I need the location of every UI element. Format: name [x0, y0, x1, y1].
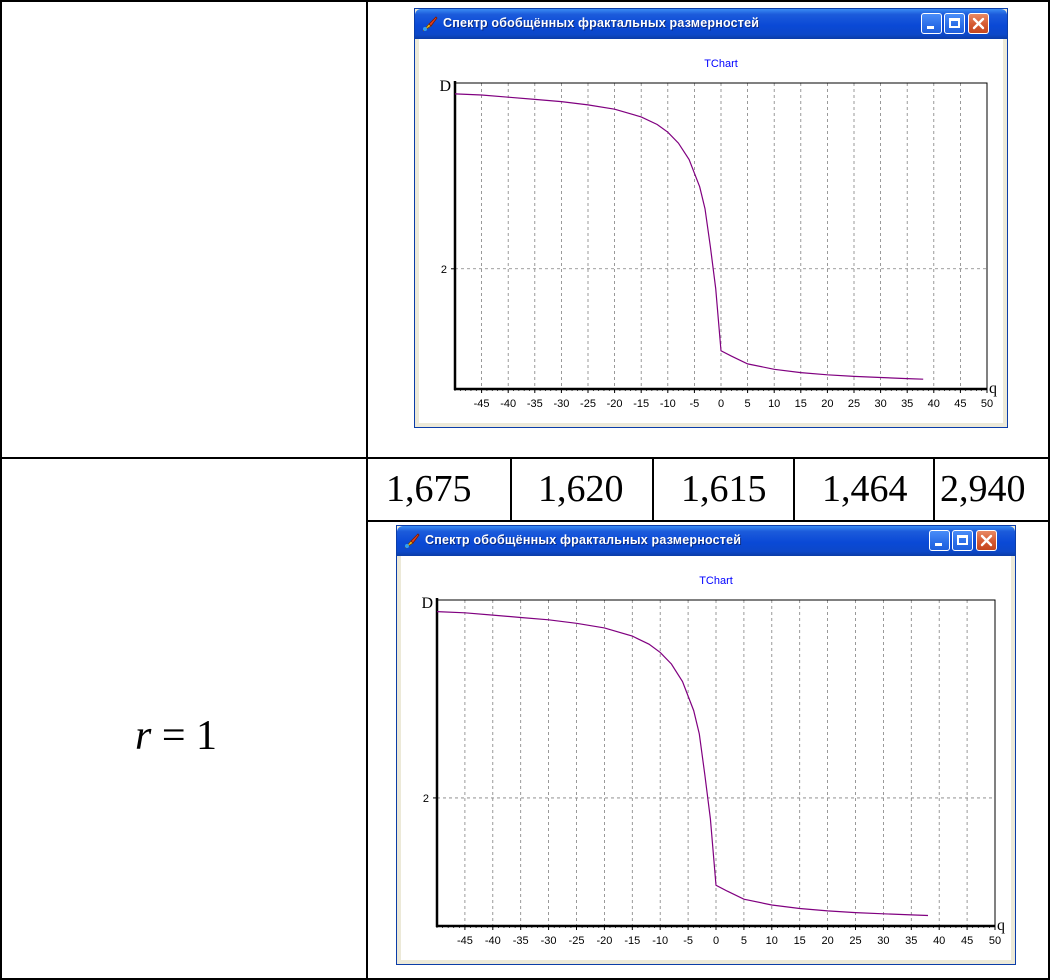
x-tick-label: 45: [961, 935, 973, 947]
window-title: Спектр обобщённых фрактальных размерност…: [425, 533, 742, 547]
y-axis-label: D: [439, 78, 451, 95]
x-tick-label: -40: [500, 398, 516, 410]
x-axis-label: q: [997, 917, 1005, 934]
table-column-divider: [366, 0, 368, 980]
x-tick-label: 50: [981, 398, 993, 410]
maximize-icon: [957, 535, 968, 545]
x-tick-label: 35: [901, 398, 913, 410]
x-tick-label: 30: [874, 398, 886, 410]
value-cell-1: 1,675: [386, 468, 472, 510]
app-brush-icon: [404, 533, 420, 549]
close-icon: [972, 17, 985, 30]
values-row-divider: [366, 520, 1050, 522]
x-tick-label: 30: [877, 935, 889, 947]
x-tick-label: 15: [794, 935, 806, 947]
x-tick-label: -20: [607, 398, 623, 410]
close-button[interactable]: [976, 530, 997, 551]
minimize-button[interactable]: [929, 530, 950, 551]
x-tick-label: 25: [849, 935, 861, 947]
table-border-bottom: [0, 978, 1050, 980]
x-tick-label: 50: [989, 935, 1001, 947]
x-tick-label: 40: [928, 398, 940, 410]
series-line: [436, 611, 929, 917]
x-tick-label: -20: [596, 935, 612, 947]
table-border-left: [0, 0, 2, 980]
chart-title: TChart: [704, 58, 738, 70]
table-border-top: [0, 0, 1050, 2]
value-divider-4: [933, 457, 935, 521]
x-tick-label: -45: [474, 398, 490, 410]
chart-window: Спектр обобщённых фрактальных размерност…: [396, 525, 1016, 965]
x-tick-label: -5: [683, 935, 693, 947]
x-tick-label: 40: [933, 935, 945, 947]
fractal-spectrum-chart: TChart -45 -40 -35 -30 -25 -20 -15 -10 -5 0 5 10 15 20…: [421, 575, 1005, 947]
x-tick-label: -15: [633, 398, 649, 410]
x-tick-label: 15: [795, 398, 807, 410]
x-tick-label: 10: [766, 935, 778, 947]
x-tick-label: 20: [821, 935, 833, 947]
value-cell-5: 2,940: [940, 468, 1026, 510]
minimize-icon: [927, 26, 934, 29]
chart-client-area: TChart -45 -40 -35 -30 -25 -20 -15 -10 -5 0 5 10 15 20…: [419, 39, 1003, 423]
value-cell-2: 1,620: [538, 468, 624, 510]
minimize-button[interactable]: [921, 13, 942, 34]
y-tick-label: 2: [423, 793, 429, 805]
value-divider-1: [510, 457, 512, 521]
chart-window: Спектр обобщённых фрактальных размерност…: [414, 8, 1008, 428]
x-tick-label: 25: [848, 398, 860, 410]
r-variable: r: [135, 713, 152, 759]
x-tick-label: -5: [690, 398, 700, 410]
x-tick-label: -35: [513, 935, 529, 947]
close-button[interactable]: [968, 13, 989, 34]
window-title-bar[interactable]: Спектр обобщённых фрактальных размерност…: [397, 526, 1015, 556]
x-tick-label: 20: [821, 398, 833, 410]
x-tick-label: -10: [652, 935, 668, 947]
y-tick-label: 2: [441, 264, 447, 276]
x-tick-label: -40: [485, 935, 501, 947]
maximize-button[interactable]: [944, 13, 965, 34]
x-tick-label: -30: [541, 935, 557, 947]
close-icon: [980, 534, 993, 547]
window-title-bar[interactable]: Спектр обобщённых фрактальных размерност…: [415, 9, 1007, 39]
chart-client-area: TChart -45 -40 -35 -30 -25 -20 -15 -10 -5 0 5 10 15 20…: [401, 556, 1011, 960]
x-tick-label: 0: [713, 935, 719, 947]
x-tick-label: -25: [580, 398, 596, 410]
fractal-spectrum-chart: TChart -45 -40 -35 -30 -25 -20 -15 -10 -5 0 5 10 15 20…: [439, 58, 997, 410]
minimize-icon: [935, 543, 942, 546]
x-tick-label: 0: [718, 398, 724, 410]
value-divider-2: [652, 457, 654, 521]
r-value: = 1: [151, 713, 218, 759]
x-tick-label: 10: [768, 398, 780, 410]
y-axis-label: D: [421, 595, 433, 612]
x-tick-label: 5: [741, 935, 747, 947]
window-title: Спектр обобщённых фрактальных размерност…: [443, 16, 760, 30]
chart-title: TChart: [699, 575, 733, 587]
x-tick-label: -45: [457, 935, 473, 947]
x-tick-label: 35: [905, 935, 917, 947]
x-tick-label: -10: [660, 398, 676, 410]
x-tick-label: -30: [553, 398, 569, 410]
x-tick-label: 5: [745, 398, 751, 410]
x-axis-label: q: [989, 380, 997, 397]
maximize-icon: [949, 18, 960, 28]
value-divider-3: [793, 457, 795, 521]
maximize-button[interactable]: [952, 530, 973, 551]
app-brush-icon: [422, 16, 438, 32]
table-row-divider: [0, 457, 1050, 459]
series-line: [454, 93, 924, 380]
r-label: r = 1: [135, 715, 217, 757]
value-cell-4: 1,464: [822, 468, 908, 510]
x-tick-label: -15: [624, 935, 640, 947]
x-tick-label: -35: [527, 398, 543, 410]
x-tick-label: -25: [569, 935, 585, 947]
value-cell-3: 1,615: [681, 468, 767, 510]
table-border-right: [1048, 0, 1050, 980]
x-tick-label: 45: [954, 398, 966, 410]
